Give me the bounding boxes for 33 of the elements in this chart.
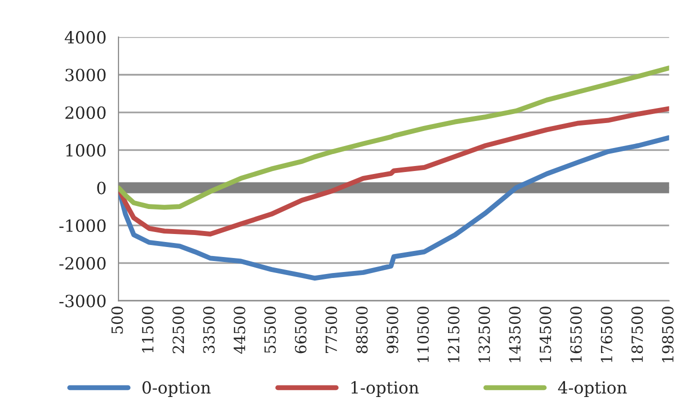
y-tick-label: 4000 bbox=[64, 31, 106, 44]
line-series bbox=[118, 66, 670, 210]
line-series bbox=[118, 106, 670, 237]
x-tick-label: 55500 bbox=[264, 306, 276, 353]
legend-label: 0-option bbox=[142, 381, 211, 397]
legend-label: 1-option bbox=[352, 381, 419, 397]
x-tick-label: 143500 bbox=[509, 306, 521, 362]
y-tick-label: -1000 bbox=[59, 219, 106, 232]
x-tick-label: 44500 bbox=[234, 306, 246, 354]
y-tick-label: 2000 bbox=[65, 106, 106, 119]
x-tick-label: 22500 bbox=[172, 306, 184, 354]
x-tick-label: 66500 bbox=[294, 306, 306, 354]
y-tick-label: 0 bbox=[97, 182, 106, 194]
x-tick-label: 88500 bbox=[356, 306, 368, 354]
x-tick-label: 154500 bbox=[540, 306, 552, 362]
y-tick-label: -3000 bbox=[59, 294, 106, 308]
legend-label: 4-option bbox=[558, 381, 627, 397]
x-tick-label: 99500 bbox=[386, 306, 398, 354]
y-tick-label: 1000 bbox=[66, 144, 106, 157]
x-tick-label: 77500 bbox=[326, 306, 338, 353]
y-tick-label: 3000 bbox=[66, 68, 106, 82]
x-tick-label: 176500 bbox=[600, 306, 612, 362]
x-tick-label: 11500 bbox=[142, 306, 154, 352]
x-tick-label: 500 bbox=[111, 306, 123, 334]
x-tick-label: 132500 bbox=[478, 306, 490, 362]
x-tick-label: 187500 bbox=[631, 306, 643, 362]
y-tick-label: -2000 bbox=[59, 257, 106, 270]
line-series bbox=[118, 135, 670, 281]
x-tick-label: 121500 bbox=[448, 306, 460, 362]
x-tick-label: 33500 bbox=[203, 306, 215, 354]
x-tick-label: 110500 bbox=[417, 306, 429, 362]
x-tick-label: 165500 bbox=[570, 306, 582, 362]
x-tick-label: 198500 bbox=[662, 306, 674, 362]
